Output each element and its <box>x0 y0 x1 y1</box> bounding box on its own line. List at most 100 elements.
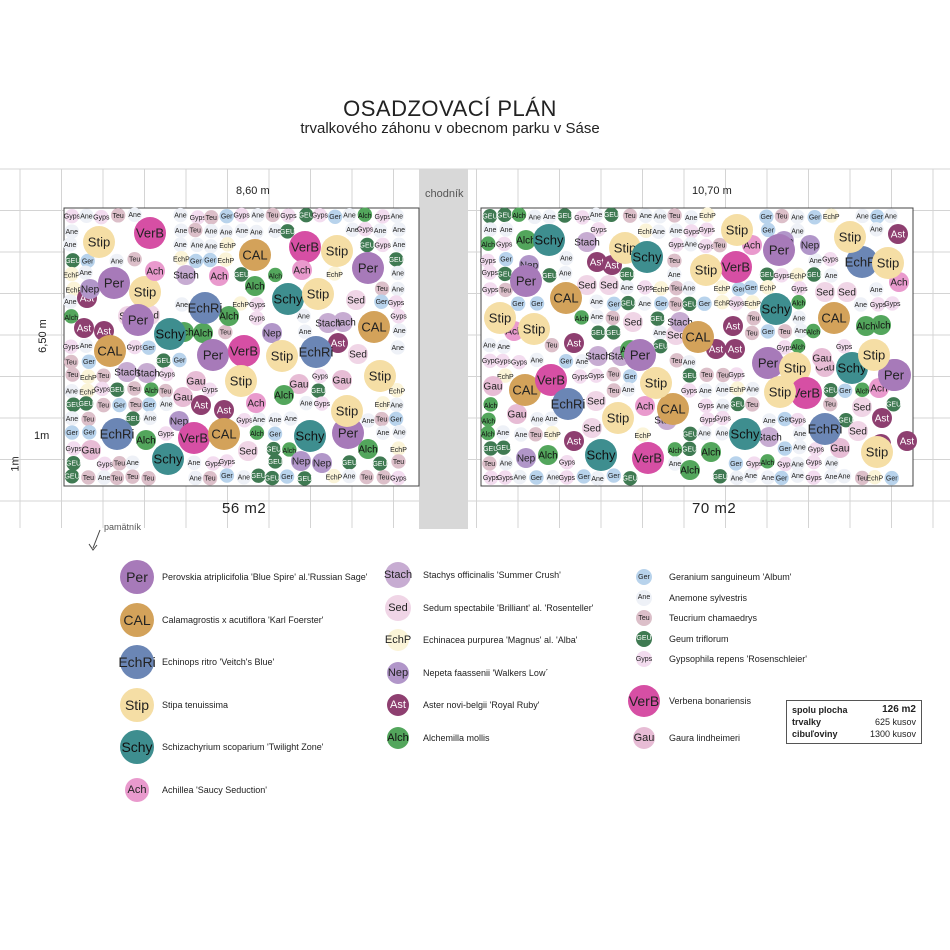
plant-teu: Teu <box>125 469 140 484</box>
svg-text:GEU: GEU <box>557 213 572 220</box>
plant-ane: Ane <box>392 424 407 440</box>
plant-echp: EchP <box>232 296 249 311</box>
svg-text:EchRi: EchRi <box>188 301 223 316</box>
plant-cal: CAL <box>239 239 271 271</box>
plant-gyps: Gyps <box>698 238 715 254</box>
plant-alch: Alch <box>806 323 821 339</box>
plant-gau: Gau <box>507 404 527 424</box>
plant-echp: EchP <box>80 369 97 384</box>
svg-text:Gyps: Gyps <box>681 388 698 395</box>
plant-ane: Ane <box>342 468 357 484</box>
svg-text:EchP: EchP <box>497 374 514 381</box>
plant-ane: Ane <box>698 383 713 398</box>
svg-text:EchP: EchP <box>63 273 80 280</box>
svg-text:GEU: GEU <box>360 242 375 249</box>
plant-geu: GEU <box>623 471 638 486</box>
svg-text:GEU: GEU <box>268 459 283 466</box>
svg-text:Ger: Ger <box>390 416 402 423</box>
plant-ger: Ger <box>202 252 218 268</box>
svg-text:Gyps: Gyps <box>233 212 250 219</box>
plant-teu: Teu <box>667 208 682 223</box>
svg-text:Ger: Ger <box>762 227 774 234</box>
svg-text:Ane: Ane <box>80 343 93 350</box>
plant-ane: Ane <box>203 223 219 239</box>
plant-teu: Teu <box>112 456 127 471</box>
plant-alch: Alch <box>282 442 297 457</box>
plant-ger: Ger <box>510 296 526 311</box>
plant-ger: Ger <box>82 425 97 440</box>
svg-text:Gau: Gau <box>816 363 835 374</box>
svg-text:Alch: Alch <box>807 329 821 336</box>
plant-ane: Ane <box>297 324 313 339</box>
plant-stip: Stip <box>872 247 904 279</box>
plant-geu: GEU <box>66 397 81 412</box>
plant-ane: Ane <box>96 470 112 485</box>
plant-ane: Ane <box>218 224 234 240</box>
plant-gyps: Gyps <box>63 339 80 354</box>
plant-ane: Ane <box>762 413 777 428</box>
plant-gyps: Gyps <box>698 398 715 413</box>
plant-echp: EchP <box>759 280 776 295</box>
plant-gau: Gau <box>332 370 352 390</box>
svg-text:VerB: VerB <box>136 226 164 241</box>
plant-ane: Ane <box>188 470 203 486</box>
plant-verb: VerB <box>720 251 752 283</box>
plant-ane: Ane <box>390 265 406 281</box>
legend-label: Alchemilla mollis <box>423 732 490 743</box>
svg-text:EchP: EchP <box>389 389 406 396</box>
plant-ane: Ane <box>590 471 605 486</box>
plant-gyps: Gyps <box>683 224 700 239</box>
plant-gyps: Gyps <box>728 296 745 311</box>
legend-label: Aster novi-belgii 'Royal Ruby' <box>423 700 540 710</box>
svg-text:Ach: Ach <box>247 399 264 410</box>
plant-teu: Teu <box>374 281 390 296</box>
plant-ane: Ane <box>668 223 684 238</box>
plant-gyps: Gyps <box>482 353 499 368</box>
plant-geu: GEU <box>682 296 697 312</box>
plant-ger: Ger <box>760 222 776 238</box>
plant-alch: Alch <box>574 310 589 325</box>
plant-ger: Ger <box>606 296 622 312</box>
plant-ach: Ach <box>145 261 165 281</box>
plant-geu: GEU <box>604 207 619 222</box>
plant-stach: Stach <box>585 346 611 366</box>
svg-text:Ach: Ach <box>146 267 163 278</box>
plant-ane: Ane <box>78 265 93 280</box>
svg-text:Ger: Ger <box>281 474 293 481</box>
plant-teu: Teu <box>712 237 727 253</box>
plant-ane: Ane <box>651 224 666 239</box>
plant-ger: Ger <box>279 469 295 484</box>
summary-perennials-value: 625 kusov <box>874 717 916 727</box>
plant-geu: GEU <box>110 382 125 397</box>
svg-text:Teu: Teu <box>714 243 725 250</box>
svg-text:Per: Per <box>516 274 537 289</box>
svg-text:Sed: Sed <box>239 447 257 458</box>
svg-text:Ane: Ane <box>393 242 406 249</box>
plant-echp: EchP <box>866 469 883 485</box>
svg-text:GEU: GEU <box>623 476 638 483</box>
plant-gyps: Gyps <box>482 265 498 280</box>
plant-stip: Stip <box>518 313 550 345</box>
plant-gyps: Gyps <box>390 470 407 486</box>
plant-geu: GEU <box>268 454 283 469</box>
svg-text:GEU: GEU <box>683 431 698 438</box>
legend-code: EchRi <box>118 654 156 670</box>
svg-text:Ane: Ane <box>362 418 375 425</box>
plant-ane: Ane <box>64 411 80 426</box>
svg-text:Alch: Alch <box>538 451 557 462</box>
plant-teu: Teu <box>823 397 838 412</box>
plant-geu: GEU <box>280 224 295 239</box>
svg-text:Ane: Ane <box>591 476 604 483</box>
svg-text:EchP: EchP <box>866 476 883 483</box>
svg-text:Sed: Sed <box>667 331 685 342</box>
plant-per: Per <box>332 417 364 449</box>
svg-text:EchP: EchP <box>790 273 807 280</box>
svg-text:Stip: Stip <box>523 322 545 337</box>
svg-text:Ane: Ane <box>683 360 696 367</box>
legend-swatch-gyps: Gyps <box>636 651 652 667</box>
svg-text:Teu: Teu <box>393 459 404 466</box>
plant-ane: Ane <box>391 222 407 237</box>
plant-sed: Sed <box>238 441 258 461</box>
plant-alch: Alch <box>511 207 527 222</box>
